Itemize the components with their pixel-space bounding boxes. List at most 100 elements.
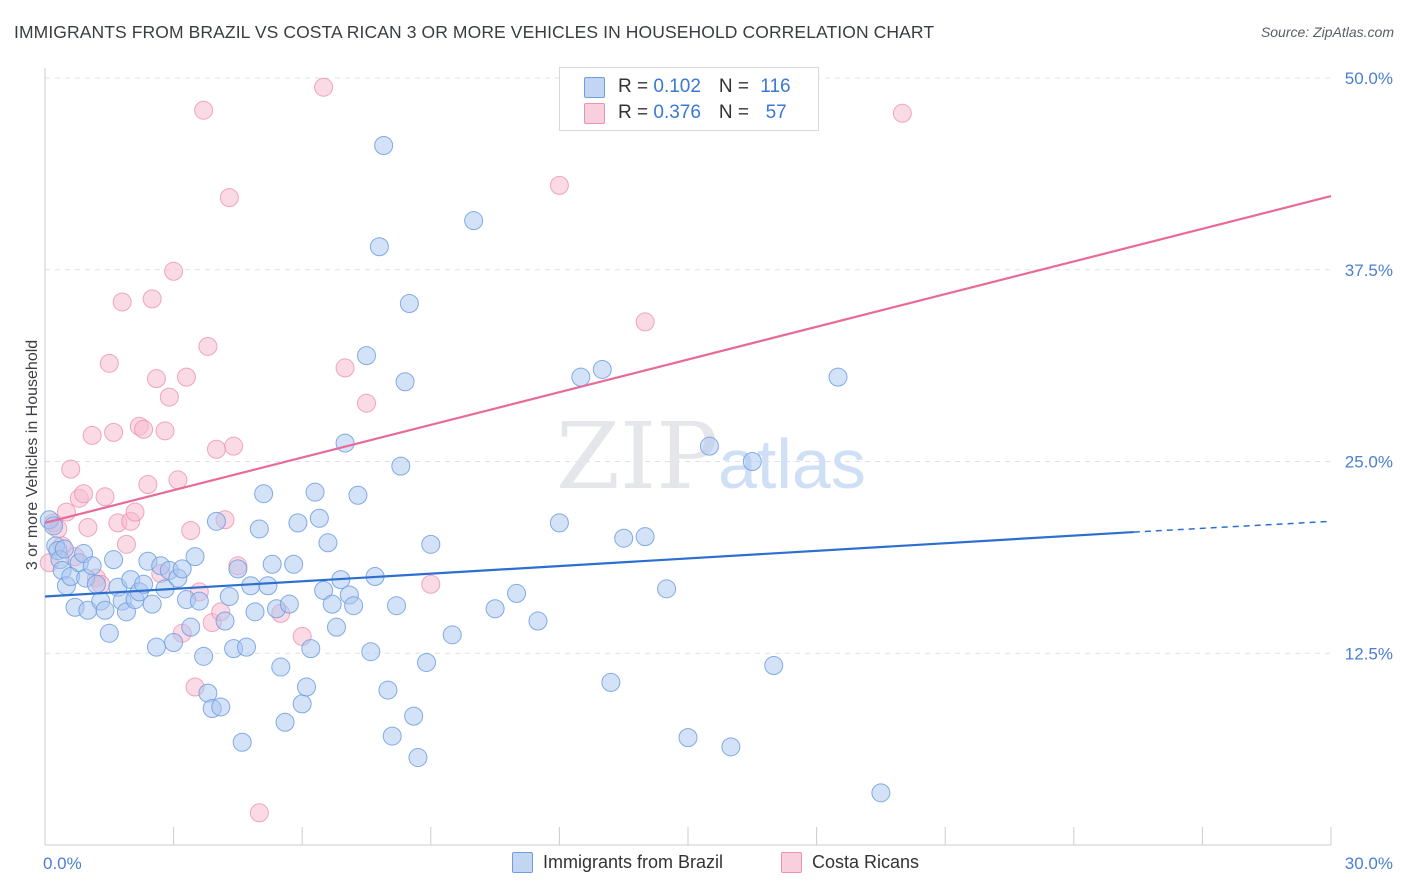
data-point-brazil — [391, 456, 411, 476]
bottom-legend-label-costa-ricans: Costa Ricans — [812, 852, 920, 872]
data-point-brazil — [549, 513, 569, 533]
legend-r-value: 0.376 — [653, 102, 701, 123]
data-point-costa-ricans — [138, 475, 158, 495]
data-point-brazil — [245, 602, 265, 622]
data-point-brazil — [369, 237, 389, 257]
data-point-brazil — [408, 748, 428, 768]
data-point-brazil — [442, 625, 462, 645]
data-point-brazil — [86, 574, 106, 594]
bottom-legend-costa-ricans: Costa Ricans — [781, 852, 919, 873]
legend-r-label: R = — [618, 102, 654, 123]
data-point-brazil — [571, 367, 591, 387]
data-point-brazil — [464, 211, 484, 231]
data-point-costa-ricans — [219, 188, 239, 208]
data-point-costa-ricans — [74, 484, 94, 504]
data-point-brazil — [146, 637, 166, 657]
y-axis-label: 3 or more Vehicles in Household — [24, 340, 41, 570]
data-point-brazil — [344, 596, 364, 616]
data-point-brazil — [181, 617, 201, 637]
data-point-costa-ricans — [125, 502, 145, 522]
legend-n-label: N = — [718, 76, 755, 97]
data-point-brazil — [485, 599, 505, 619]
data-point-brazil — [194, 646, 214, 666]
data-point-brazil — [271, 657, 291, 677]
data-point-brazil — [258, 576, 278, 596]
data-point-costa-ricans — [155, 421, 175, 441]
data-point-costa-ricans — [142, 289, 162, 309]
legend-n-value: 116 — [760, 76, 791, 97]
trend-line-costa-ricans — [44, 195, 1332, 524]
data-point-costa-ricans — [635, 312, 655, 332]
data-point-costa-ricans — [134, 419, 154, 439]
y-tick-label: 50.0% — [1345, 69, 1393, 88]
tick-labels: 12.5% 25.0% 37.5% 50.0% 0.0% 30.0% — [43, 69, 1393, 873]
data-point-brazil — [326, 617, 346, 637]
data-point-brazil — [309, 508, 329, 528]
data-point-brazil — [399, 293, 419, 313]
data-point-brazil — [601, 672, 621, 692]
data-point-costa-ricans — [168, 470, 188, 490]
data-point-brazil — [614, 528, 634, 548]
data-point-brazil — [828, 367, 848, 387]
data-point-brazil — [211, 697, 231, 717]
data-point-costa-ricans — [82, 425, 102, 445]
y-tick-label: 12.5% — [1345, 644, 1393, 663]
data-point-brazil — [215, 611, 235, 631]
legend-r-value: 0.102 — [653, 76, 701, 97]
data-point-brazil — [185, 547, 205, 567]
data-point-brazil — [206, 511, 226, 531]
data-point-brazil — [104, 550, 124, 570]
watermark: ZIP atlas — [556, 403, 866, 510]
source-label: Source: ZipAtlas.com — [1260, 24, 1394, 40]
data-point-brazil — [288, 513, 308, 533]
data-point-costa-ricans — [78, 517, 98, 537]
legend-row-brazil: R = 0.102 N = 116 — [584, 76, 791, 98]
data-point-brazil — [374, 135, 394, 155]
bottom-legend: Immigrants from Brazil Costa Ricans — [0, 852, 1406, 876]
data-point-costa-ricans — [176, 367, 196, 387]
data-point-brazil — [322, 594, 342, 614]
data-point-costa-ricans — [421, 574, 441, 594]
data-point-costa-ricans — [112, 292, 132, 312]
data-point-brazil — [592, 359, 612, 379]
data-point-costa-ricans — [159, 387, 179, 407]
data-point-brazil — [318, 533, 338, 553]
data-point-brazil — [236, 637, 256, 657]
legend: R = 0.102 N = 116 R = 0.376 N = 57 — [559, 67, 819, 131]
axes — [44, 68, 1332, 846]
data-point-costa-ricans — [99, 353, 119, 373]
data-point-brazil — [249, 519, 269, 539]
data-point-costa-ricans — [892, 103, 912, 123]
data-point-brazil — [335, 433, 355, 453]
data-point-brazil — [421, 534, 441, 554]
data-point-brazil — [284, 554, 304, 574]
data-point-brazil — [82, 556, 102, 576]
data-point-costa-ricans — [104, 422, 124, 442]
data-point-brazil — [382, 726, 402, 746]
bottom-legend-swatch-costa-ricans — [781, 852, 802, 873]
data-point-brazil — [172, 559, 192, 579]
data-point-brazil — [142, 594, 162, 614]
data-point-brazil — [395, 372, 415, 392]
data-point-costa-ricans — [61, 459, 81, 479]
data-point-brazil — [292, 694, 312, 714]
data-point-brazil — [296, 677, 316, 697]
data-point-brazil — [228, 559, 248, 579]
data-point-brazil — [361, 642, 381, 662]
data-point-brazil — [764, 656, 784, 676]
data-point-brazil — [314, 580, 334, 600]
data-point-brazil — [528, 611, 548, 631]
data-point-costa-ricans — [194, 100, 214, 120]
data-point-costa-ricans — [181, 521, 201, 541]
legend-swatch-brazil — [584, 76, 605, 98]
data-point-brazil — [164, 633, 184, 653]
legend-r-label: R = — [618, 76, 654, 97]
bottom-legend-brazil: Immigrants from Brazil — [512, 852, 723, 873]
data-point-brazil — [678, 728, 698, 748]
bottom-legend-swatch-brazil — [512, 852, 533, 873]
data-point-brazil — [721, 737, 741, 757]
data-point-brazil — [301, 639, 321, 659]
data-point-brazil — [348, 485, 368, 505]
data-point-costa-ricans — [164, 261, 184, 281]
